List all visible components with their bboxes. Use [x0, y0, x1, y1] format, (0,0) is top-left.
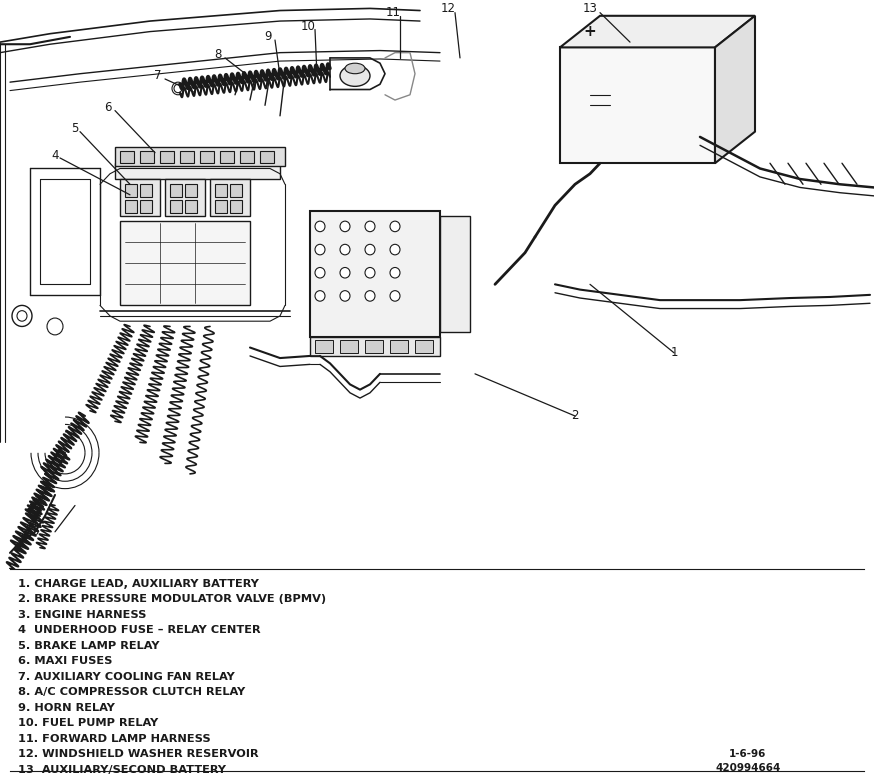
Bar — [125, 200, 137, 213]
Text: 3: 3 — [31, 525, 38, 538]
Circle shape — [365, 245, 375, 255]
Bar — [165, 179, 205, 216]
Circle shape — [340, 267, 350, 278]
Circle shape — [315, 221, 325, 231]
Circle shape — [390, 267, 400, 278]
Bar — [210, 179, 250, 216]
Bar — [185, 200, 197, 213]
Text: 4  UNDERHOOD FUSE – RELAY CENTER: 4 UNDERHOOD FUSE – RELAY CENTER — [18, 626, 260, 636]
Text: 10: 10 — [301, 19, 316, 33]
Bar — [120, 179, 160, 216]
Bar — [315, 340, 333, 353]
Circle shape — [340, 221, 350, 231]
Bar — [230, 185, 242, 197]
Text: +: + — [584, 24, 596, 39]
Bar — [310, 210, 440, 337]
Text: 420994664: 420994664 — [715, 763, 780, 773]
Circle shape — [365, 221, 375, 231]
Bar — [140, 185, 152, 197]
Bar — [215, 185, 227, 197]
Bar — [185, 185, 197, 197]
Ellipse shape — [340, 65, 370, 86]
Bar — [260, 150, 274, 164]
Text: 1. CHARGE LEAD, AUXILIARY BATTERY: 1. CHARGE LEAD, AUXILIARY BATTERY — [18, 579, 259, 589]
Text: 3. ENGINE HARNESS: 3. ENGINE HARNESS — [18, 610, 146, 620]
Text: 11: 11 — [385, 6, 400, 19]
Bar — [115, 164, 280, 179]
Text: 13  AUXILIARY/SECOND BATTERY: 13 AUXILIARY/SECOND BATTERY — [18, 765, 226, 775]
Text: 11. FORWARD LAMP HARNESS: 11. FORWARD LAMP HARNESS — [18, 734, 211, 744]
Bar — [215, 200, 227, 213]
Text: 9. HORN RELAY: 9. HORN RELAY — [18, 703, 114, 713]
Circle shape — [315, 291, 325, 301]
Bar — [365, 340, 383, 353]
Bar — [230, 200, 242, 213]
Text: 8. A/C COMPRESSOR CLUTCH RELAY: 8. A/C COMPRESSOR CLUTCH RELAY — [18, 688, 246, 697]
Circle shape — [315, 245, 325, 255]
Bar — [120, 150, 134, 164]
Text: 6: 6 — [104, 101, 112, 114]
Circle shape — [390, 245, 400, 255]
Circle shape — [390, 221, 400, 231]
Bar — [170, 200, 182, 213]
Bar — [160, 150, 174, 164]
Ellipse shape — [345, 63, 365, 74]
Bar — [125, 185, 137, 197]
Text: 4: 4 — [52, 150, 59, 162]
Circle shape — [365, 267, 375, 278]
Bar — [220, 150, 234, 164]
Bar — [120, 221, 250, 305]
Text: 10. FUEL PUMP RELAY: 10. FUEL PUMP RELAY — [18, 718, 158, 728]
Text: 12: 12 — [440, 2, 455, 15]
Text: 2: 2 — [572, 410, 579, 422]
Text: 8: 8 — [214, 48, 222, 62]
Bar — [340, 340, 358, 353]
Text: 6. MAXI FUSES: 6. MAXI FUSES — [18, 657, 113, 667]
Polygon shape — [715, 16, 755, 164]
Bar — [560, 48, 715, 164]
Text: 1-6-96: 1-6-96 — [729, 749, 766, 759]
Text: 7. AUXILIARY COOLING FAN RELAY: 7. AUXILIARY COOLING FAN RELAY — [18, 672, 235, 682]
Text: 5: 5 — [72, 122, 79, 135]
Text: 12. WINDSHIELD WASHER RESERVOIR: 12. WINDSHIELD WASHER RESERVOIR — [18, 749, 259, 760]
Text: 9: 9 — [264, 30, 272, 44]
Bar — [180, 150, 194, 164]
Bar — [200, 150, 214, 164]
Circle shape — [315, 267, 325, 278]
Circle shape — [340, 245, 350, 255]
Bar — [240, 150, 254, 164]
Bar — [115, 147, 285, 167]
Bar — [170, 185, 182, 197]
Circle shape — [340, 291, 350, 301]
Bar — [390, 340, 408, 353]
Circle shape — [390, 291, 400, 301]
Circle shape — [365, 291, 375, 301]
Bar — [140, 200, 152, 213]
Bar — [440, 216, 470, 332]
Bar — [310, 337, 440, 356]
Text: 7: 7 — [154, 69, 162, 83]
Bar — [140, 150, 154, 164]
Text: 13: 13 — [583, 2, 598, 15]
Polygon shape — [560, 16, 755, 48]
Bar — [415, 340, 433, 353]
Text: 2. BRAKE PRESSURE MODULATOR VALVE (BPMV): 2. BRAKE PRESSURE MODULATOR VALVE (BPMV) — [18, 594, 326, 605]
Text: 5. BRAKE LAMP RELAY: 5. BRAKE LAMP RELAY — [18, 641, 159, 651]
Text: 1: 1 — [670, 347, 677, 359]
